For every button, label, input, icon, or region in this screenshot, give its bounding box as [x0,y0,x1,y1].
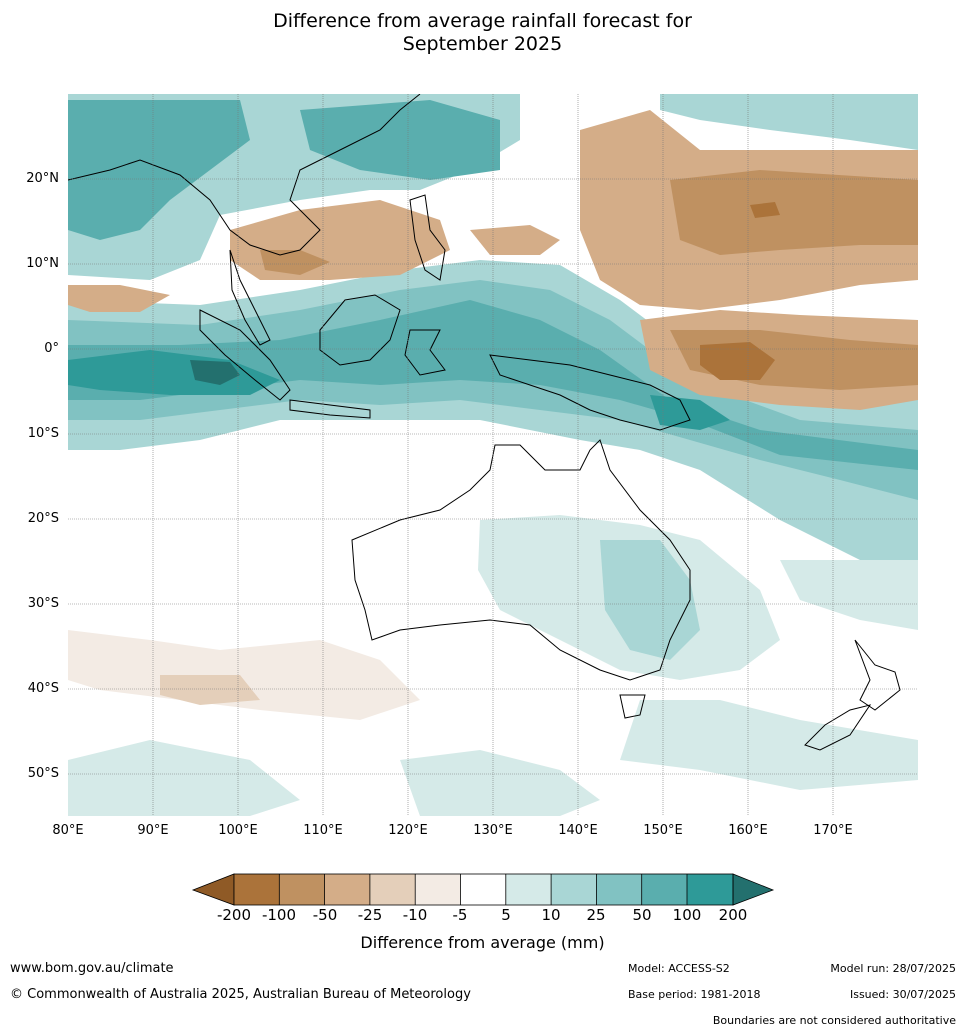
website-link[interactable]: www.bom.gov.au/climate [10,961,174,976]
model-name: Model: ACCESS-S2 [628,962,730,975]
boundaries-disclaimer: Boundaries are not considered authoritat… [712,1014,956,1027]
australia-outline [351,439,691,681]
colorbar-tick: 200 [718,906,748,924]
sumatra-outline [199,309,291,401]
wet-region-tasman [620,700,918,790]
lon-label-110e: 110°E [303,823,343,838]
lon-label-160e: 160°E [728,823,768,838]
colorbar [191,873,775,906]
lat-label-50s: 50°S [27,766,59,781]
colorbar-tick: 100 [672,906,702,924]
dry-region-bay-of-bengal [68,285,170,312]
colorbar-bin-9 [596,874,642,905]
malay-peninsula-outline [229,249,271,346]
lon-label-80e: 80°E [52,823,84,838]
map-field [68,94,918,816]
colorbar-title: Difference from average (mm) [360,933,605,952]
new-zealand-south-outline [804,704,872,751]
colorbar-bin-7 [505,874,552,905]
colorbar-bin-5 [415,874,461,905]
wet-region-north-asia-core [68,100,250,240]
title-line-2: September 2025 [402,33,563,55]
colorbar-tick: 5 [501,906,511,924]
tasmania-outline [619,694,646,719]
colorbar-low-extension [191,873,235,906]
colorbar-tick: -10 [402,906,428,924]
dry-region-philippine-sea [470,225,560,255]
colorbar-high-extension [732,873,775,906]
wet-region-southern-australia-ocean [400,750,600,816]
lat-label-20s: 20°S [27,511,59,526]
lon-label-170e: 170°E [813,823,853,838]
colorbar-bin-2 [279,874,325,905]
dry-region-southern-ocean [68,630,420,720]
wet-region-pacific-north [660,94,918,150]
new-zealand-north-outline [854,639,901,711]
copyright-text: © Commonwealth of Australia 2025, Austra… [10,987,471,1002]
wet-region-png-peak [650,395,730,430]
lat-label-0: 0° [44,341,59,356]
dry-region-north-pacific-peak [750,202,780,218]
colorbar-tick: -100 [261,906,297,924]
wet-region-south-china [300,100,500,180]
lon-label-90e: 90°E [137,823,169,838]
colorbar-tick: -50 [312,906,338,924]
map-title: Difference from average rainfall forecas… [0,10,965,56]
sulawesi-outline [404,329,446,376]
wet-region-indian-ocean-peak [68,350,280,395]
colorbar-tick: -5 [452,906,468,924]
lon-label-100e: 100°E [218,823,258,838]
lon-label-130e: 130°E [473,823,513,838]
asia-mainland-outline [68,94,421,256]
colorbar-tick: -200 [216,906,252,924]
wet-region-indian-ocean-max [190,360,240,385]
title-line-1: Difference from average rainfall forecas… [273,10,692,32]
graticule [68,94,918,816]
wet-region-equatorial-core [68,300,918,470]
lat-label-30s: 30°S [27,596,59,611]
issued-date: Issued: 30/07/2025 [849,988,956,1001]
lat-label-40s: 40°S [27,681,59,696]
lat-label-20n: 20°N [26,171,59,186]
lon-label-150e: 150°E [643,823,683,838]
lat-label-10n: 10°N [26,256,59,271]
colorbar-tick: 50 [632,906,652,924]
philippines-outline [409,194,446,281]
java-outline [289,399,371,419]
model-run-date: Model run: 28/07/2025 [830,962,956,975]
colorbar-bin-1 [234,874,280,905]
base-period: Base period: 1981-2018 [628,988,761,1001]
colorbar-bin-3 [324,874,370,905]
colorbar-tick: 25 [586,906,606,924]
colorbar-bin-8 [551,874,597,905]
colorbar-bin-11 [687,874,733,905]
borneo-outline [319,294,401,366]
lon-label-140e: 140°E [558,823,598,838]
colorbar-tick: -25 [357,906,383,924]
colorbar-tick: 10 [541,906,561,924]
dry-region-south-china-sea-mid [260,250,330,275]
colorbar-bin-4 [369,874,416,905]
colorbar-bin-10 [641,874,687,905]
new-guinea-outline [489,354,691,431]
dry-region-equatorial-pacific-peak [700,342,775,380]
lat-label-10s: 10°S [27,426,59,441]
wet-region-south-indian-ocean [68,740,300,816]
lon-label-120e: 120°E [388,823,428,838]
dry-region-north-pacific-mid [670,170,918,255]
colorbar-bin-6 [460,874,506,905]
wet-region-south-pacific [780,560,918,630]
coastlines [68,94,901,751]
dry-region-southern-ocean-mid [160,675,260,705]
